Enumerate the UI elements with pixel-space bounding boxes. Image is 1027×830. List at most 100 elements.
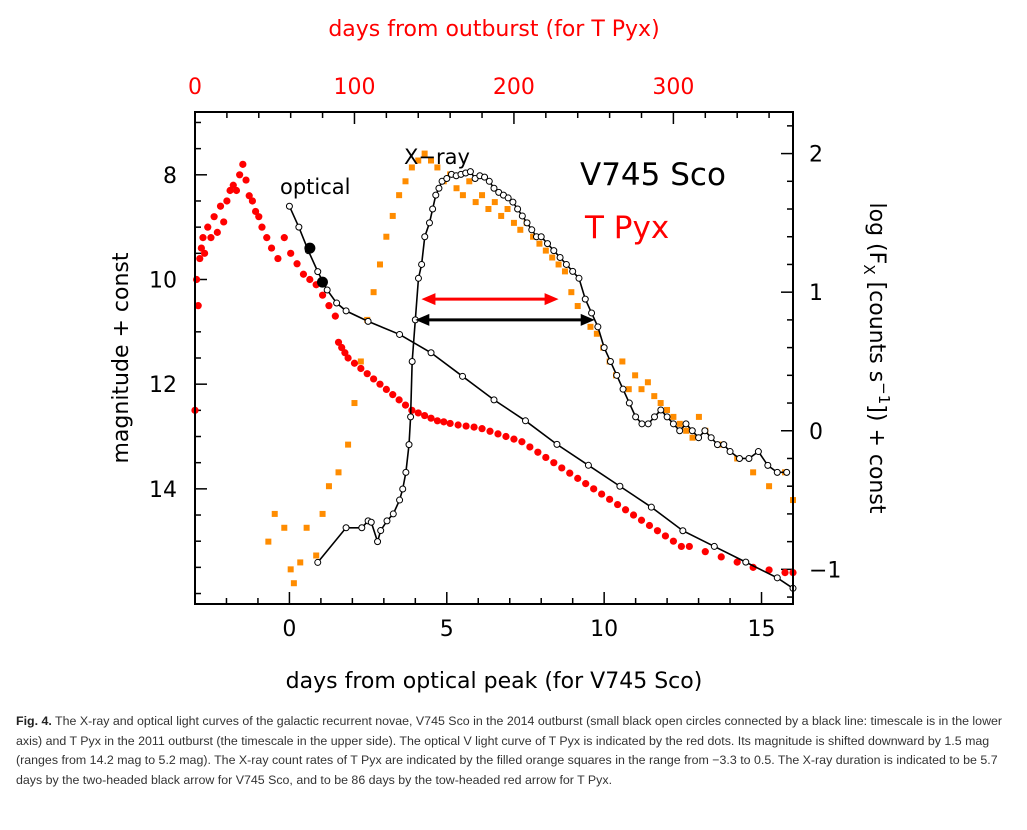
tpyx-optical-dot xyxy=(251,207,260,216)
tpyx-optical-dot xyxy=(338,343,346,352)
tpyx-xray-square xyxy=(479,192,486,199)
tpyx-optical-dot xyxy=(287,249,295,257)
right-tick-label: 2 xyxy=(809,143,823,168)
tpyx-optical-dot xyxy=(502,432,510,441)
v745-open-circle xyxy=(688,427,696,435)
tpyx-optical-dot xyxy=(258,223,266,231)
annotation-optical: optical xyxy=(280,175,351,199)
v745-open-circle xyxy=(783,468,791,476)
figure-caption: Fig. 4. The X-ray and optical light curv… xyxy=(16,712,1006,790)
v745-open-circle xyxy=(613,371,621,379)
top-tick-label: 100 xyxy=(333,75,375,100)
v745-open-circle xyxy=(396,330,404,338)
tpyx-xray-square xyxy=(408,164,415,171)
tpyx-optical-dot xyxy=(661,532,670,540)
tpyx-xray-square xyxy=(313,552,320,559)
v745-open-circle xyxy=(707,434,715,442)
tpyx-xray-square xyxy=(370,289,377,296)
v745-open-circle xyxy=(358,524,366,532)
v745-open-circle xyxy=(695,434,703,442)
v745-open-circle xyxy=(425,219,433,227)
v745-open-circle xyxy=(735,454,743,462)
tpyx-optical-dot xyxy=(486,427,494,435)
tpyx-optical-dot xyxy=(454,421,462,429)
tpyx-xray-square xyxy=(664,406,671,413)
v745-open-circle xyxy=(443,175,451,183)
v745-open-circle xyxy=(518,212,526,220)
v745-open-circle xyxy=(504,194,512,202)
tpyx-optical-dot xyxy=(389,391,397,399)
tpyx-optical-dot xyxy=(220,218,228,226)
v745-open-circle xyxy=(575,274,583,282)
tpyx-optical-dot xyxy=(421,411,429,420)
v745-open-circle xyxy=(342,524,350,532)
bottom-tick-label: 10 xyxy=(590,617,618,642)
v745-open-circle xyxy=(682,420,690,428)
tpyx-optical-dot xyxy=(494,430,502,438)
tpyx-optical-dot xyxy=(401,401,410,409)
v745-open-circle xyxy=(485,177,493,185)
v745-open-circle xyxy=(342,307,350,315)
v745-open-circle xyxy=(581,295,589,303)
v745-open-circle xyxy=(764,461,772,469)
tpyx-xray-square xyxy=(625,386,632,393)
tpyx-xray-square xyxy=(421,150,428,157)
v745-open-circle xyxy=(314,558,322,566)
tpyx-xray-square xyxy=(766,483,773,490)
v745-open-circle xyxy=(323,286,331,294)
caption-text: The X-ray and optical light curves of th… xyxy=(16,714,1003,787)
tpyx-optical-dot xyxy=(318,291,327,299)
right-tick-label: 1 xyxy=(809,281,823,306)
tpyx-optical-dot xyxy=(621,506,630,514)
v745-open-circle xyxy=(418,260,426,268)
tpyx-xray-square xyxy=(434,164,441,171)
tpyx-xray-square xyxy=(498,212,505,219)
plot-frame xyxy=(194,111,794,605)
v745-open-circle xyxy=(562,260,570,268)
v745-open-circle xyxy=(663,413,671,421)
tpyx-optical-dot xyxy=(582,480,590,488)
v745-open-circle xyxy=(405,441,413,449)
tpyx-optical-dot xyxy=(245,192,253,200)
tpyx-optical-dot xyxy=(267,244,276,252)
tpyx-optical-dot xyxy=(370,375,378,383)
v745-open-circle xyxy=(367,518,375,526)
v745-open-circle xyxy=(619,385,627,393)
tpyx-xray-square xyxy=(510,219,517,226)
v745-open-circle xyxy=(606,357,614,365)
tpyx-xray-square xyxy=(357,358,364,365)
v745-open-circle xyxy=(399,485,407,493)
tpyx-optical-dot xyxy=(629,511,638,519)
tpyx-xray-square xyxy=(574,303,581,310)
v745-open-circle xyxy=(773,468,781,476)
tpyx-optical-dot xyxy=(226,186,234,195)
tpyx-optical-dot xyxy=(765,566,773,574)
tpyx-duration-arrow-head-right xyxy=(544,293,559,306)
v745-open-circle xyxy=(647,503,655,511)
tpyx-optical-dot xyxy=(229,181,237,189)
bottom-tick-label: 15 xyxy=(748,617,776,642)
v745-open-circle xyxy=(374,538,382,546)
tpyx-optical-dot xyxy=(376,380,384,388)
v745-open-circle xyxy=(726,448,734,456)
annotation-xray: X−ray xyxy=(404,145,470,169)
v745-open-circle xyxy=(537,233,545,241)
tpyx-xray-square xyxy=(325,483,332,490)
tpyx-xray-square xyxy=(491,199,498,206)
right-axis-title: log (FX [counts s−1]) + const xyxy=(860,203,893,514)
v745-open-circle xyxy=(295,223,303,231)
v745-open-circle xyxy=(754,448,762,456)
tpyx-optical-dot xyxy=(325,302,333,310)
v745-open-circle xyxy=(553,440,561,448)
tpyx-xray-square xyxy=(644,379,651,386)
v745-open-circle xyxy=(644,420,652,428)
tpyx-xray-square xyxy=(587,323,594,330)
v745-open-circle xyxy=(435,184,443,192)
v745-open-circle xyxy=(710,542,718,550)
tpyx-optical-dot xyxy=(574,474,582,482)
tpyx-optical-dot xyxy=(357,364,365,373)
tpyx-optical-dot xyxy=(334,338,343,346)
v745-open-circle xyxy=(600,344,608,352)
tpyx-optical-dot xyxy=(526,443,534,451)
